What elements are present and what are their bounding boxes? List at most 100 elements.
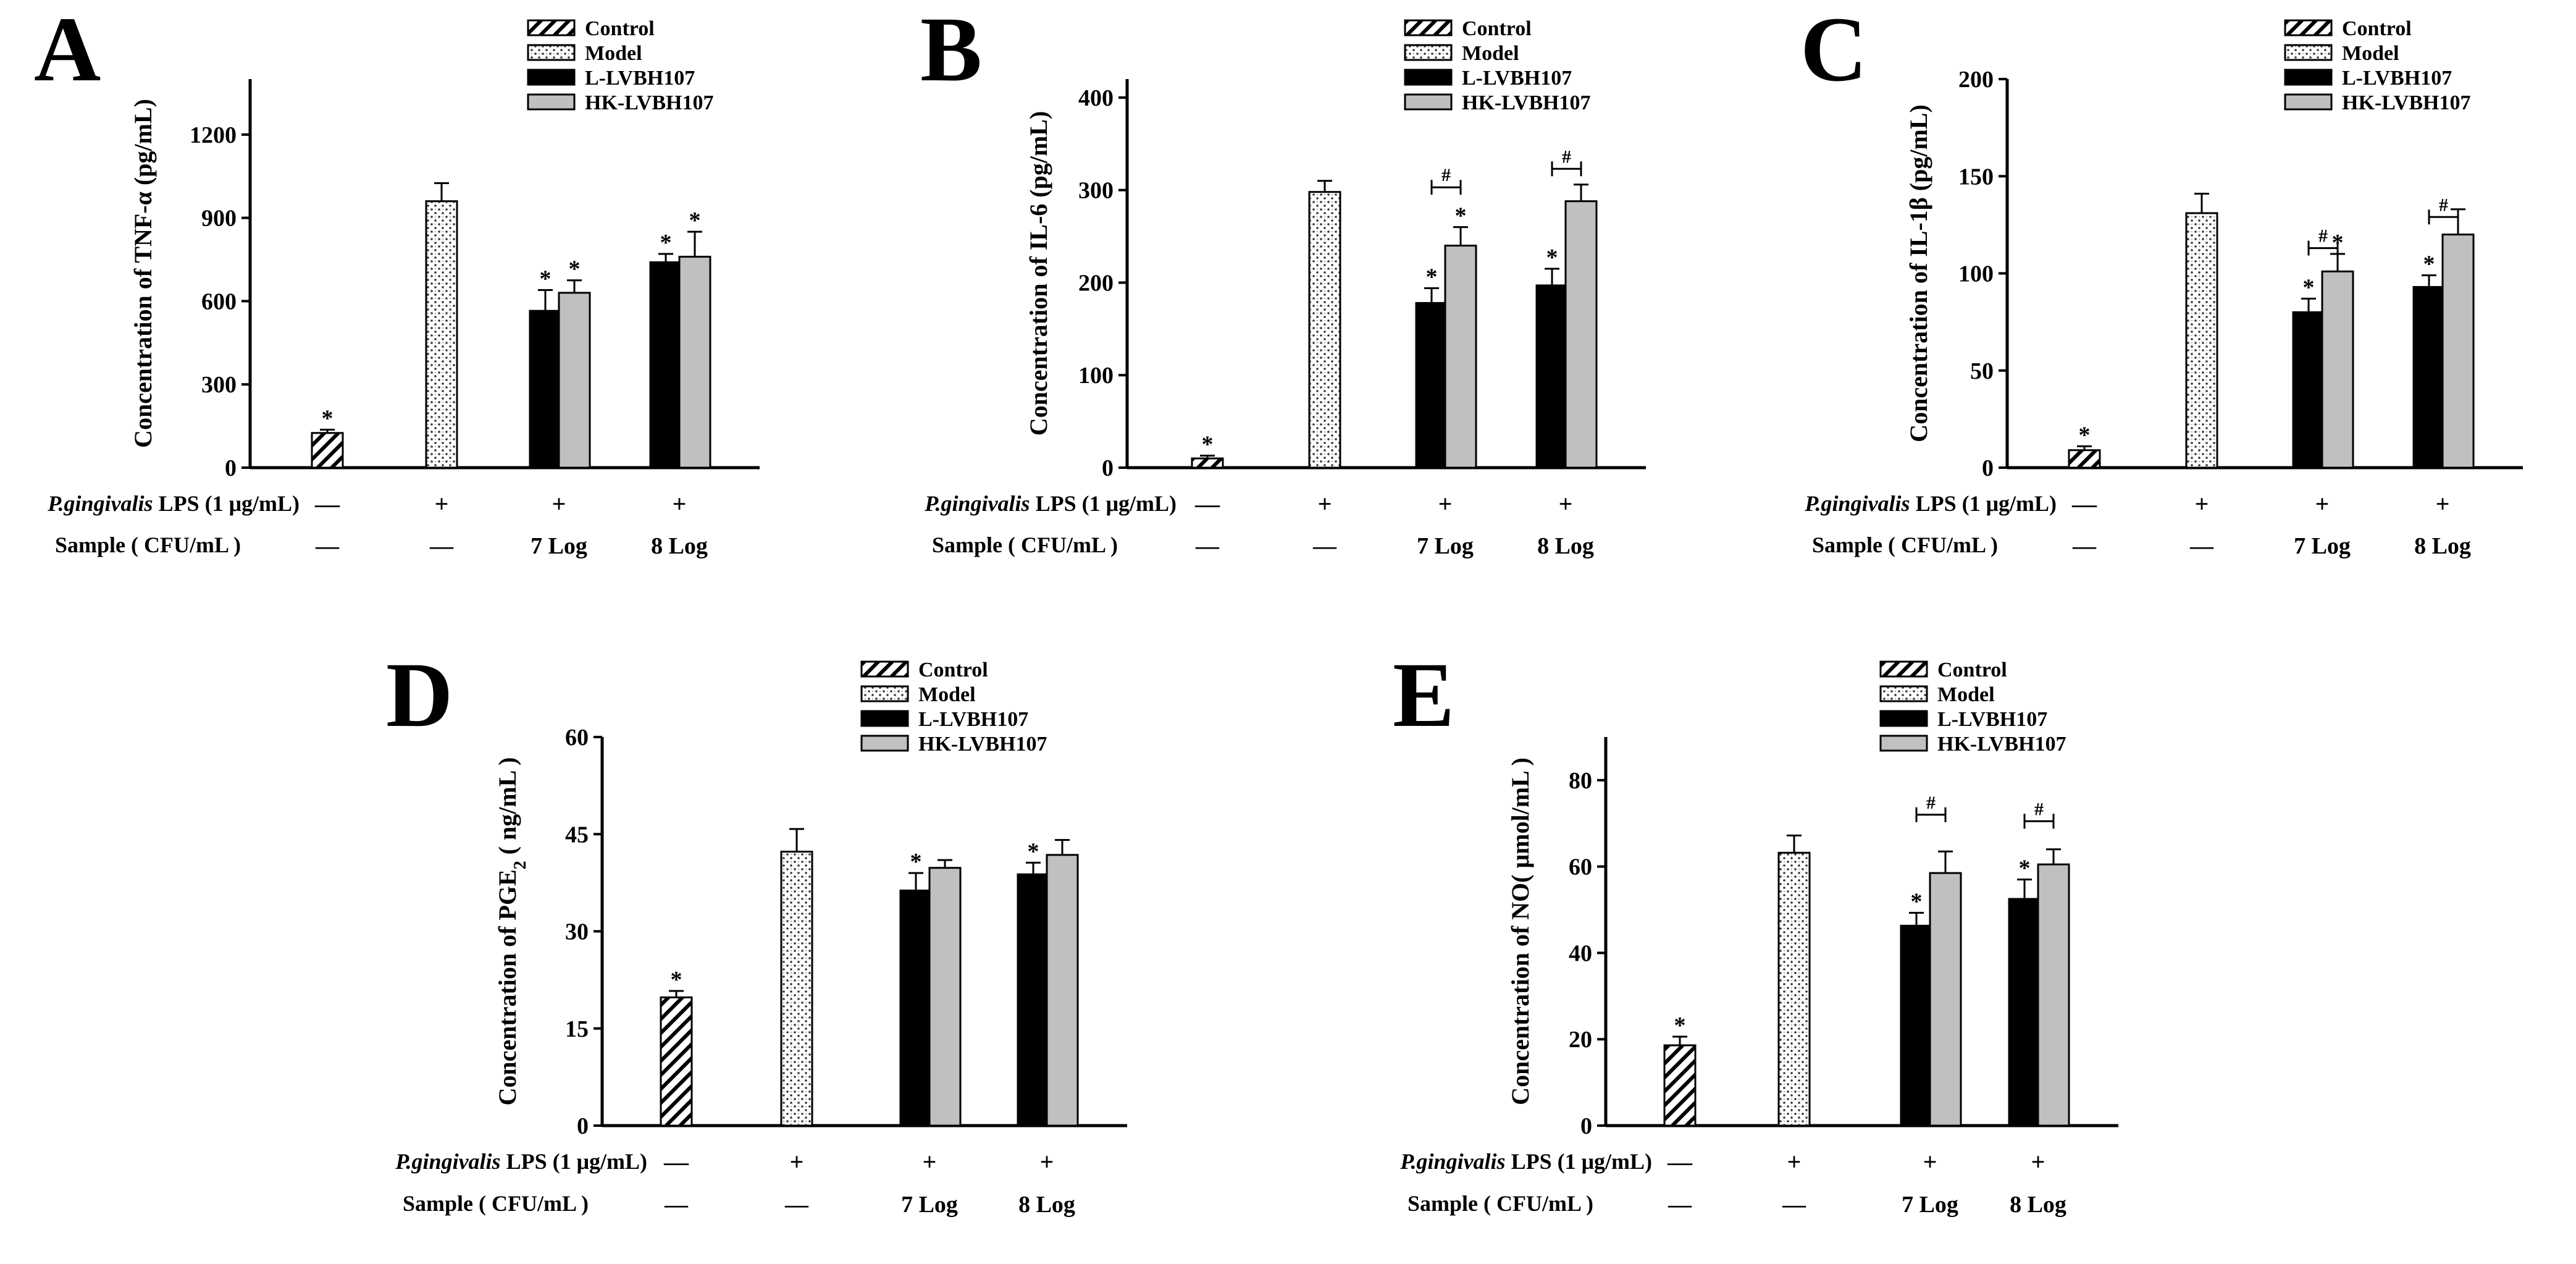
legend-swatch-control xyxy=(527,19,576,36)
y-axis-label-main: Concentration of PGE xyxy=(493,869,521,1105)
y-axis-label: Concentration of TNF-α (pg/mL) xyxy=(129,99,157,448)
significance-star: * xyxy=(1455,203,1467,229)
bracket-marker: # xyxy=(2439,195,2448,215)
y-tick-label: 300 xyxy=(1078,178,1114,204)
y-tick-label: 45 xyxy=(565,822,589,848)
significance-star: * xyxy=(671,967,682,993)
significance-star: * xyxy=(1546,245,1558,271)
legend-label: Control xyxy=(2342,17,2412,40)
legend-swatch-l-lvbh107 xyxy=(2284,69,2333,86)
lps-label-italic: P.gingivalis xyxy=(1804,491,1910,516)
lps-label-rest: LPS (1 μg/mL) xyxy=(1910,491,2057,516)
lps-label-rest: LPS (1 μg/mL) xyxy=(153,491,300,516)
panel-letter: E xyxy=(1393,644,1454,746)
bracket-marker: # xyxy=(1441,165,1451,185)
bar-control xyxy=(1191,457,1224,469)
legend-label: L-LVBH107 xyxy=(918,708,1028,731)
significance-bracket: # xyxy=(2307,226,2339,256)
bar-l-lvbh107 xyxy=(1900,924,1933,1127)
legend-swatch-control xyxy=(1404,19,1453,36)
legend-label: Model xyxy=(918,683,976,706)
bracket-marker: # xyxy=(2318,226,2328,246)
bar-l-lvbh107 xyxy=(2008,898,2041,1127)
sample-row-label: Sample ( CFU/mL ) xyxy=(403,1191,589,1216)
lps-value: — xyxy=(663,1148,689,1176)
bar-hk-lvbh107 xyxy=(678,256,711,469)
y-tick-label: 900 xyxy=(201,206,237,232)
y-axis-label-main: Concentration of TNF-α (pg/mL) xyxy=(129,99,157,448)
sample-value: — xyxy=(429,533,454,559)
bar-hk-lvbh107 xyxy=(558,292,591,469)
bar-hk-lvbh107 xyxy=(1929,872,1962,1127)
legend-label: L-LVBH107 xyxy=(585,67,695,90)
lps-row-label: P.gingivalis LPS (1 μg/mL) xyxy=(395,1149,647,1174)
sample-value: — xyxy=(1668,1192,1692,1218)
legend-label: Control xyxy=(1937,659,2007,681)
sample-row-label: Sample ( CFU/mL ) xyxy=(1812,533,1998,557)
y-tick-label: 40 xyxy=(1569,940,1592,966)
lps-value: + xyxy=(1438,490,1453,518)
lps-value: + xyxy=(1787,1148,1802,1176)
y-tick-label: 400 xyxy=(1078,85,1114,111)
panel-letter: C xyxy=(1800,0,1867,101)
sample-value: — xyxy=(664,1192,689,1218)
bar-hk-lvbh107 xyxy=(2037,863,2070,1127)
legend-label: HK-LVBH107 xyxy=(918,733,1047,756)
panel-letter: D xyxy=(386,644,453,746)
lps-row-label: P.gingivalis LPS (1 μg/mL) xyxy=(1399,1149,1652,1174)
sample-value: — xyxy=(2189,533,2214,559)
lps-value: — xyxy=(1667,1148,1693,1176)
panel-B: B 0 100 200 300 400 Concentration of IL-6 (pg/… xyxy=(920,0,1646,559)
legend-label: Control xyxy=(1462,17,1532,40)
lps-value: + xyxy=(435,490,449,518)
bar-hk-lvbh107 xyxy=(1046,854,1079,1127)
sample-value: 7 Log xyxy=(1902,1192,1958,1218)
bar-control xyxy=(1663,1044,1697,1127)
legend-swatch-l-lvbh107 xyxy=(1404,69,1453,86)
significance-star: * xyxy=(1202,432,1214,458)
significance-bracket: # xyxy=(2023,799,2055,829)
y-tick-label: 200 xyxy=(1078,270,1114,296)
sample-value: 8 Log xyxy=(651,533,708,559)
significance-bracket: # xyxy=(1430,165,1462,195)
sample-value: — xyxy=(315,533,340,559)
y-tick-label: 0 xyxy=(225,455,237,481)
bar-l-lvbh107 xyxy=(1535,284,1569,469)
significance-bracket: # xyxy=(1551,146,1582,177)
legend-swatch-model xyxy=(2284,44,2333,61)
y-axis-label: Concentration of IL-6 (pg/mL) xyxy=(1025,111,1052,436)
lps-value: + xyxy=(1559,490,1573,518)
sample-row-label: Sample ( CFU/mL ) xyxy=(1408,1191,1593,1216)
sample-value: — xyxy=(1782,1192,1806,1218)
significance-star: * xyxy=(910,849,922,875)
legend-label: Control xyxy=(918,659,988,681)
sample-value: 8 Log xyxy=(2414,533,2471,559)
y-tick-label: 20 xyxy=(1569,1027,1592,1053)
bar-hk-lvbh107 xyxy=(1564,200,1598,469)
sample-value: 7 Log xyxy=(901,1192,958,1218)
bar-l-lvbh107 xyxy=(529,310,562,469)
bar-hk-lvbh107 xyxy=(2321,270,2354,469)
lps-value: + xyxy=(1923,1148,1937,1176)
legend-label: Model xyxy=(585,42,642,65)
bar-model xyxy=(2185,212,2218,469)
y-tick-label: 100 xyxy=(1078,363,1114,389)
legend-swatch-hk-lvbh107 xyxy=(2284,93,2333,111)
bar-l-lvbh107 xyxy=(649,261,682,469)
lps-value: + xyxy=(2436,490,2450,518)
y-axis-label-sub: 2 xyxy=(511,861,530,869)
legend-label: HK-LVBH107 xyxy=(585,91,713,114)
lps-label-rest: LPS (1 μg/mL) xyxy=(1506,1149,1652,1174)
bar-model xyxy=(780,851,813,1127)
y-tick-label: 80 xyxy=(1569,768,1592,794)
significance-star: * xyxy=(1674,1013,1686,1039)
y-axis-label-unit: ( ng/mL ) xyxy=(493,757,521,861)
bar-l-lvbh107 xyxy=(1415,301,1448,469)
legend-swatch-model xyxy=(527,44,576,61)
panel-A: A 0 300 600 900 1200 Concentration of TNF-α (p… xyxy=(34,0,760,559)
sample-value: 7 Log xyxy=(1417,533,1474,559)
legend-swatch-l-lvbh107 xyxy=(860,710,909,727)
bar-control xyxy=(311,432,344,469)
y-tick-label: 600 xyxy=(201,289,237,314)
lps-value: + xyxy=(2195,490,2209,518)
